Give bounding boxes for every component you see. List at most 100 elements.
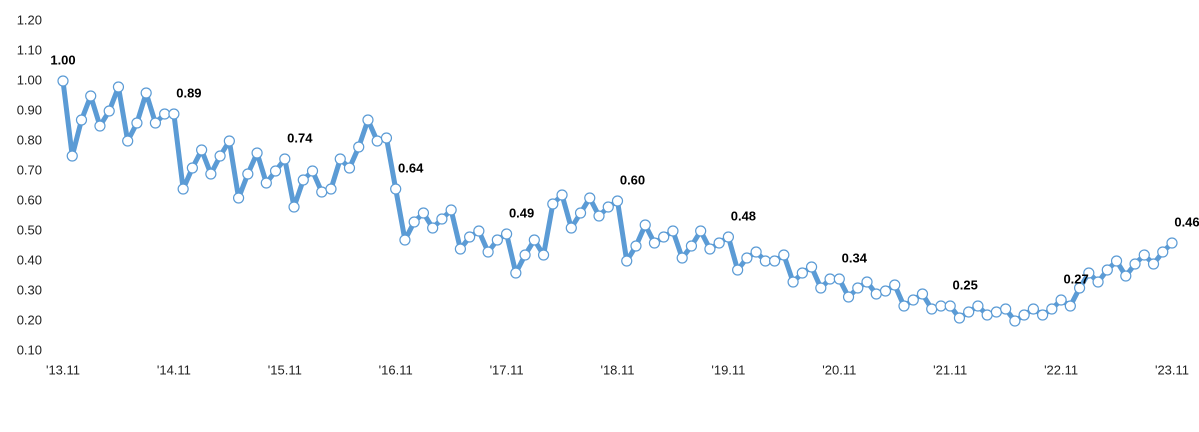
data-label: 0.46 bbox=[1174, 214, 1199, 229]
data-point bbox=[593, 210, 605, 222]
data-point bbox=[214, 150, 226, 162]
data-point bbox=[1037, 309, 1049, 321]
data-point bbox=[1129, 258, 1141, 270]
data-point bbox=[685, 240, 698, 252]
data-point bbox=[842, 291, 855, 303]
data-point bbox=[750, 246, 762, 258]
y-tick-label: 0.20 bbox=[17, 312, 42, 327]
data-point bbox=[297, 174, 309, 186]
data-point bbox=[196, 144, 208, 156]
data-point bbox=[630, 240, 642, 252]
data-point bbox=[898, 300, 910, 312]
x-tick-label: '14.11 bbox=[157, 362, 191, 377]
x-tick-label: '17.11 bbox=[490, 362, 524, 377]
data-point bbox=[1138, 249, 1150, 261]
data-point bbox=[648, 237, 661, 249]
data-point bbox=[704, 243, 716, 255]
data-point bbox=[547, 198, 559, 210]
data-point bbox=[1101, 264, 1113, 276]
data-point bbox=[1027, 303, 1039, 315]
data-point bbox=[1000, 303, 1012, 315]
data-label: 0.34 bbox=[842, 250, 868, 265]
data-point bbox=[796, 267, 808, 279]
y-tick-label: 0.70 bbox=[17, 162, 42, 177]
data-point bbox=[621, 255, 633, 267]
data-label: 0.60 bbox=[620, 172, 645, 187]
data-point bbox=[454, 243, 466, 255]
data-point bbox=[482, 246, 494, 258]
data-point bbox=[741, 252, 753, 264]
data-point bbox=[1120, 270, 1132, 282]
data-point bbox=[1064, 300, 1076, 312]
data-point bbox=[399, 234, 411, 246]
data-point bbox=[805, 261, 818, 273]
data-point bbox=[445, 204, 457, 216]
data-point bbox=[1147, 258, 1160, 270]
data-point bbox=[879, 285, 892, 297]
data-point bbox=[1110, 255, 1123, 267]
y-tick-label: 0.10 bbox=[17, 342, 42, 357]
x-tick-label: '15.11 bbox=[268, 362, 302, 377]
data-point bbox=[1046, 303, 1058, 315]
data-point bbox=[990, 306, 1003, 318]
x-tick-label: '20.11 bbox=[822, 362, 856, 377]
data-point bbox=[1055, 294, 1067, 306]
data-point bbox=[528, 234, 540, 246]
data-label: 1.00 bbox=[50, 52, 75, 67]
data-point bbox=[889, 279, 901, 291]
data-point bbox=[122, 135, 134, 147]
data-point bbox=[334, 153, 346, 165]
data-point bbox=[824, 273, 836, 285]
x-tick-label: '18.11 bbox=[600, 362, 634, 377]
data-point bbox=[667, 225, 679, 237]
data-label: 0.48 bbox=[731, 208, 756, 223]
data-point bbox=[94, 120, 106, 132]
data-point bbox=[981, 309, 993, 321]
y-tick-label: 1.10 bbox=[17, 42, 42, 57]
x-tick-label: '16.11 bbox=[379, 362, 413, 377]
data-point bbox=[926, 303, 938, 315]
y-tick-label: 0.60 bbox=[17, 192, 42, 207]
data-point bbox=[815, 282, 827, 294]
data-point bbox=[103, 105, 115, 117]
data-point bbox=[306, 165, 319, 177]
data-point bbox=[362, 114, 374, 126]
data-point bbox=[1157, 246, 1169, 258]
data-point bbox=[325, 183, 337, 195]
y-tick-label: 0.80 bbox=[17, 132, 42, 147]
data-point bbox=[695, 225, 707, 237]
y-tick-label: 1.20 bbox=[17, 12, 42, 27]
data-point bbox=[288, 201, 300, 213]
data-point bbox=[205, 168, 217, 180]
data-point bbox=[833, 273, 845, 285]
data-point bbox=[159, 108, 171, 120]
data-point bbox=[131, 117, 143, 129]
data-point bbox=[279, 153, 291, 165]
y-tick-label: 0.50 bbox=[17, 222, 42, 237]
data-point bbox=[57, 75, 69, 87]
data-point bbox=[417, 207, 430, 219]
data-point bbox=[537, 249, 550, 261]
data-point bbox=[556, 189, 568, 201]
x-tick-label: '13.11 bbox=[46, 362, 80, 377]
y-tick-label: 0.40 bbox=[17, 252, 42, 267]
data-point bbox=[140, 87, 152, 99]
data-point bbox=[759, 255, 771, 267]
data-point bbox=[269, 165, 282, 177]
data-label: 0.89 bbox=[176, 85, 201, 100]
x-tick-label: '23.11 bbox=[1155, 362, 1189, 377]
y-tick-label: 0.30 bbox=[17, 282, 42, 297]
data-point bbox=[491, 234, 503, 246]
data-label: 0.74 bbox=[287, 130, 313, 145]
data-point bbox=[861, 276, 873, 288]
data-point bbox=[916, 288, 929, 300]
data-point bbox=[787, 276, 799, 288]
data-point bbox=[1166, 237, 1178, 249]
data-point bbox=[510, 267, 522, 279]
data-point bbox=[519, 249, 531, 261]
data-point bbox=[464, 231, 476, 243]
data-point bbox=[658, 231, 670, 243]
data-point bbox=[953, 312, 966, 324]
data-point bbox=[501, 228, 513, 240]
